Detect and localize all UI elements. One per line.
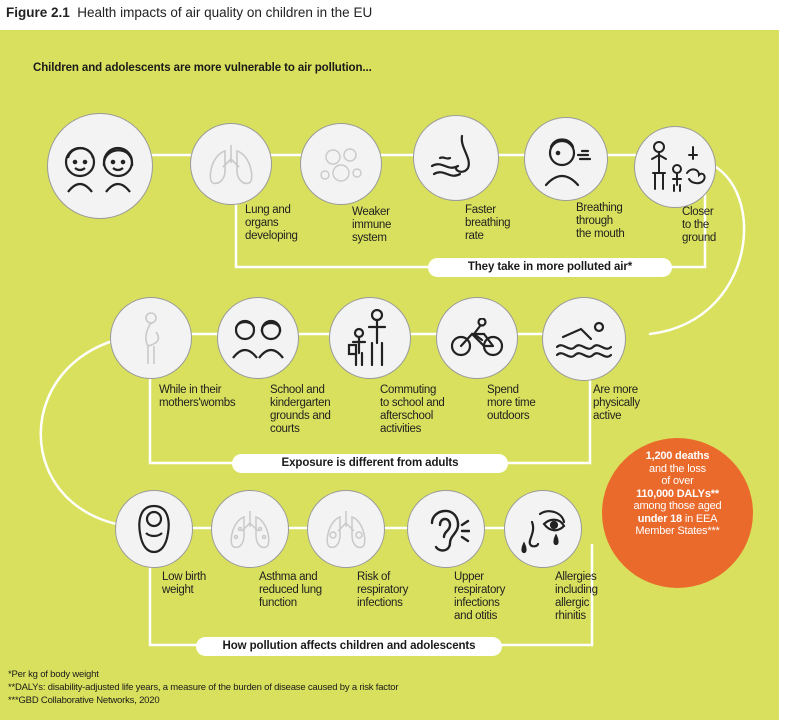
baby-icon [138, 504, 170, 554]
label-faster-breathing: Faster breathing rate [465, 204, 511, 242]
figure-title-text: Health impacts of air quality on childre… [77, 5, 373, 20]
label-low-birth: Low birth weight [162, 571, 206, 596]
label-weaker-immune: Weaker immune system [352, 206, 392, 244]
active-circle [542, 297, 626, 381]
label-otitis: Upper respiratory infections and otitis [454, 571, 506, 622]
banner-exposure: Exposure is different from adults [232, 454, 508, 473]
outdoors-circle [436, 297, 518, 379]
label-allergies: Allergies including allergic rhinitis [555, 571, 598, 622]
footnote-3: ***GBD Collaborative Networks, 2020 [8, 695, 160, 706]
figure-number: Figure 2.1 [6, 5, 70, 20]
stat-line3: of over [661, 475, 694, 487]
label-lung-organs: Lung and organs developing [245, 204, 298, 242]
respiratory-circle [307, 490, 385, 568]
child-exhaust-icon [651, 141, 706, 192]
mouth-breathing-circle [524, 117, 608, 201]
nose-circle [413, 115, 499, 201]
ear-icon [430, 509, 470, 552]
children-icon [232, 319, 284, 359]
stat-circle: 1,200 deaths and the loss of over 110,00… [602, 438, 753, 588]
closer-ground-circle [634, 126, 716, 208]
commuting-circle [329, 297, 411, 379]
children-faces-circle [47, 113, 153, 219]
figure-title: Figure 2.1 Health impacts of air quality… [6, 5, 372, 20]
asthma-circle [211, 490, 289, 568]
stat-deaths: 1,200 deaths [645, 450, 710, 462]
label-respiratory: Risk of respiratory infections [357, 571, 409, 609]
pregnant-woman-icon [145, 312, 160, 364]
lungs-icon [209, 145, 253, 185]
birth-weight-circle [115, 490, 193, 568]
label-wombs: While in their mothers'wombs [159, 384, 236, 409]
school-circle [217, 297, 299, 379]
virus-circle [300, 123, 382, 205]
infected-lungs-icon [326, 511, 366, 549]
stat-line7: Member States*** [635, 525, 720, 537]
otitis-circle [407, 490, 485, 568]
asthma-icon [230, 511, 270, 549]
label-asthma: Asthma and reduced lung function [259, 571, 322, 609]
womb-circle [110, 297, 192, 379]
label-outdoors: Spend more time outdoors [487, 384, 536, 422]
banner-how-pollution: How pollution affects children and adole… [196, 637, 502, 656]
adult-child-icon [347, 309, 387, 367]
stat-line5: among those aged [633, 500, 722, 512]
label-commuting: Commuting to school and afterschool acti… [380, 384, 445, 435]
stat-line6: in EEA [681, 512, 718, 525]
children-faces-icon [64, 146, 134, 193]
label-active: Are more physically active [593, 384, 640, 422]
stat-under18: under 18 [637, 512, 682, 525]
label-school: School and kindergarten grounds and cour… [270, 384, 331, 435]
allergy-face-icon [521, 510, 566, 554]
mouth-breathing-icon [544, 138, 592, 187]
label-closer-ground: Closer to the ground [682, 206, 717, 244]
stat-dalys: 110,000 DALYs** [636, 487, 719, 500]
footnote-1: *Per kg of body weight [8, 669, 99, 680]
stat-line2: and the loss [649, 462, 706, 475]
cyclist-icon [450, 318, 504, 357]
swimmer-icon [555, 321, 613, 358]
nose-breath-icon [430, 134, 470, 177]
lungs-circle [190, 123, 272, 205]
figure-subtitle: Children and adolescents are more vulner… [33, 62, 372, 74]
footnote-2: **DALYs: disability-adjusted life years,… [8, 682, 399, 693]
allergies-circle [504, 490, 582, 568]
label-breathing-mouth: Breathing through the mouth [576, 202, 625, 240]
banner-polluted-air: They take in more polluted air* [428, 258, 672, 277]
virus-icon [320, 148, 362, 182]
